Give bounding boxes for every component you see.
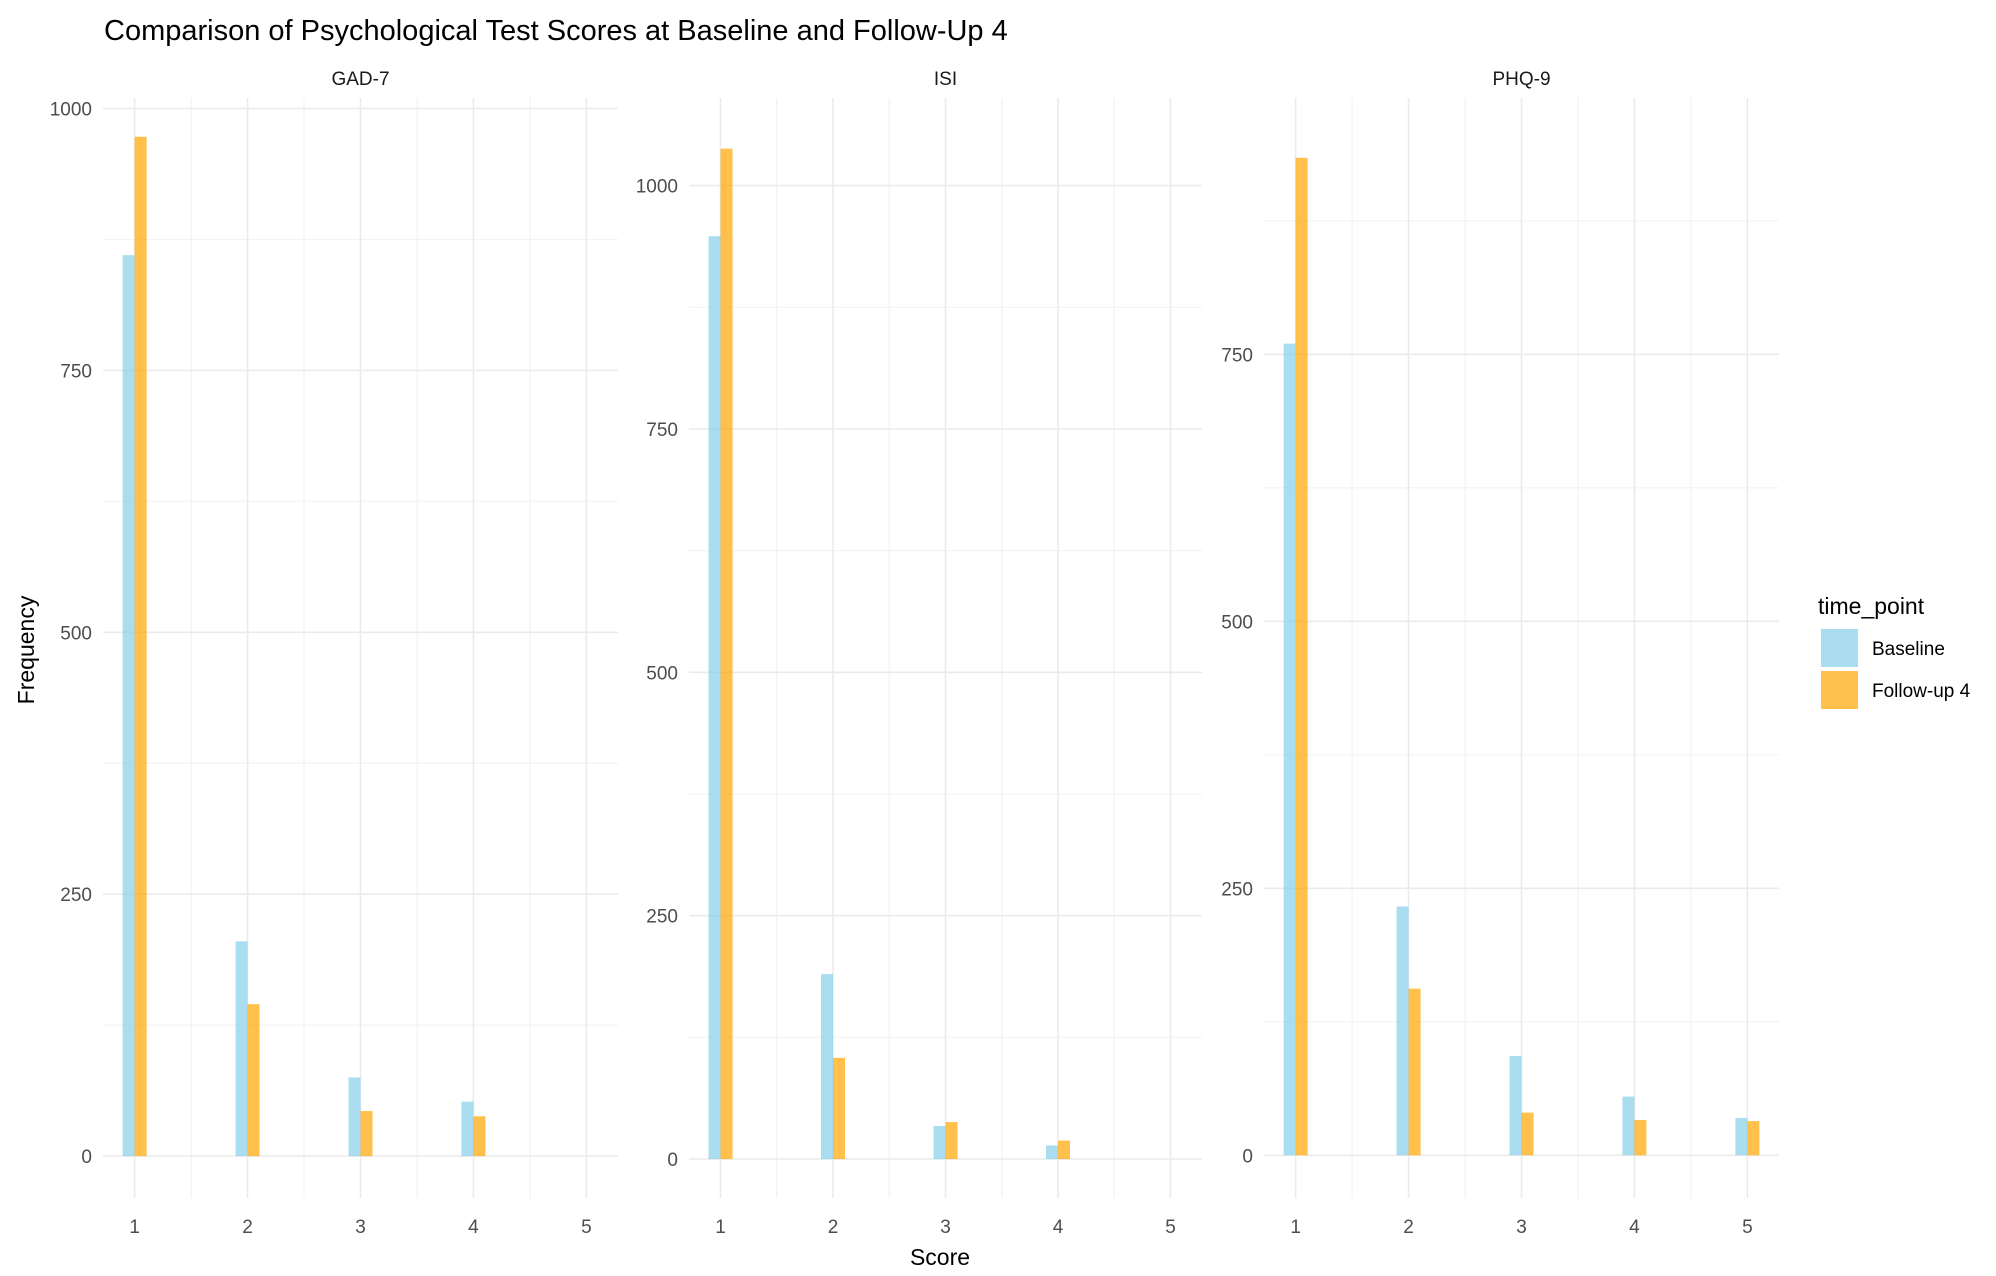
- bar-baseline: [122, 255, 135, 1157]
- bar-follow-up-4: [720, 148, 733, 1160]
- bar-baseline: [1735, 1117, 1748, 1156]
- panel-gad-7: 0 250 500 750 1000 1 2 3 4 5 GAD-7: [50, 69, 618, 1238]
- bar-follow-up-4: [1408, 988, 1421, 1156]
- legend: time_point Baseline Follow-up 4: [1818, 593, 1971, 709]
- y-tick-label: 1000: [50, 99, 92, 120]
- y-tick-label: 0: [1242, 1146, 1253, 1167]
- bar-follow-up-4: [134, 136, 147, 1157]
- legend-title: time_point: [1818, 593, 1925, 619]
- x-tick-label: 4: [468, 1217, 479, 1238]
- bar-baseline: [1509, 1055, 1522, 1156]
- x-tick-label: 3: [355, 1217, 366, 1238]
- x-axis-title: Score: [910, 1244, 970, 1270]
- bar-follow-up-4: [1521, 1112, 1534, 1156]
- bar-follow-up-4: [360, 1111, 373, 1157]
- y-tick-label: 250: [60, 885, 92, 906]
- x-tick-label: 5: [1165, 1217, 1176, 1238]
- y-tick-label: 0: [667, 1150, 678, 1171]
- facet-strip-label: PHQ-9: [1492, 69, 1550, 90]
- bar-baseline: [933, 1125, 946, 1160]
- x-tick-label: 2: [1403, 1217, 1414, 1238]
- bar-follow-up-4: [1058, 1140, 1070, 1160]
- x-tick-label: 3: [1516, 1217, 1527, 1238]
- bar-baseline: [708, 236, 721, 1160]
- legend-key: [1821, 671, 1858, 709]
- x-tick-label: 1: [129, 1217, 140, 1238]
- y-tick-label: 500: [646, 663, 678, 684]
- y-tick-label: 250: [646, 907, 678, 928]
- bar-follow-up-4: [1747, 1121, 1760, 1156]
- panel-isi: 0 250 500 750 1000 1 2 3 4 5 ISI: [636, 69, 1202, 1238]
- y-tick-label: 750: [646, 420, 678, 441]
- bar-follow-up-4: [473, 1116, 486, 1157]
- bar-follow-up-4: [945, 1122, 958, 1160]
- y-tick-label: 500: [1221, 612, 1253, 633]
- bar-baseline: [1283, 343, 1296, 1156]
- y-tick-label: 750: [1221, 345, 1253, 366]
- bar-baseline: [461, 1101, 474, 1157]
- bar-follow-up-4: [1295, 157, 1308, 1156]
- panel-phq-9: 0 250 500 750 1 2 3 4 5 PHQ-9: [1221, 69, 1779, 1238]
- y-tick-label: 750: [60, 361, 92, 382]
- x-tick-label: 1: [715, 1217, 726, 1238]
- bar-follow-up-4: [1634, 1120, 1647, 1156]
- x-tick-label: 5: [581, 1217, 592, 1238]
- x-tick-label: 5: [1742, 1217, 1753, 1238]
- x-tick-label: 3: [940, 1217, 951, 1238]
- y-axis-title: Frequency: [13, 595, 39, 704]
- x-tick-label: 4: [1053, 1217, 1064, 1238]
- bar-baseline: [1046, 1145, 1058, 1160]
- chart-title: Comparison of Psychological Test Scores …: [104, 15, 1008, 47]
- x-tick-label: 4: [1629, 1217, 1640, 1238]
- bar-baseline: [821, 974, 833, 1160]
- legend-label: Baseline: [1872, 639, 1945, 660]
- x-tick-label: 2: [828, 1217, 839, 1238]
- y-tick-label: 250: [1221, 879, 1253, 900]
- bar-baseline: [1396, 906, 1409, 1156]
- x-tick-label: 1: [1290, 1217, 1301, 1238]
- bar-follow-up-4: [833, 1057, 845, 1160]
- facet-strip-label: ISI: [934, 69, 957, 90]
- bar-follow-up-4: [247, 1004, 260, 1157]
- legend-label: Follow-up 4: [1872, 681, 1971, 702]
- legend-key: [1821, 629, 1858, 667]
- bar-baseline: [1622, 1096, 1635, 1156]
- bar-baseline: [235, 941, 248, 1157]
- y-tick-label: 0: [81, 1147, 92, 1168]
- y-tick-label: 1000: [636, 177, 678, 198]
- y-tick-label: 500: [60, 623, 92, 644]
- facet-strip-label: GAD-7: [331, 69, 389, 90]
- x-tick-label: 2: [242, 1217, 253, 1238]
- bar-baseline: [348, 1077, 361, 1157]
